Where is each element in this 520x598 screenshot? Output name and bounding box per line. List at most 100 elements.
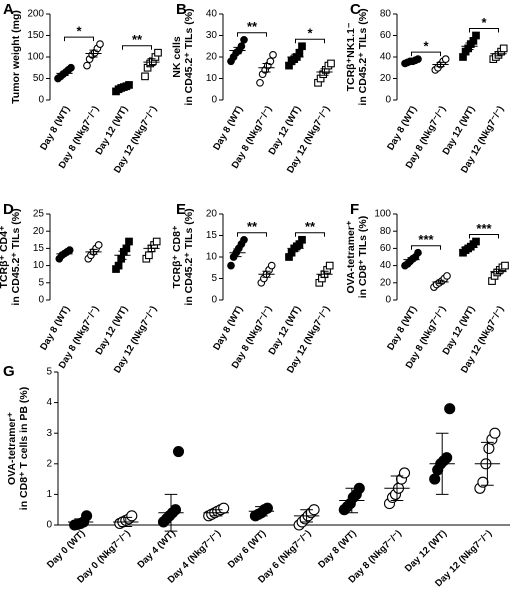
data-point (295, 48, 304, 57)
data-point (154, 48, 162, 57)
error-bar (494, 268, 503, 275)
significance-bracket (411, 245, 441, 250)
data-point (125, 81, 133, 89)
y-axis-label: TCRβ⁺NK1.1⁻ (345, 22, 357, 91)
y-axis-label: OVA-tetramer⁺ (345, 220, 357, 293)
error-bar (60, 252, 69, 256)
data-point (444, 403, 456, 415)
error-bar (291, 53, 300, 61)
y-tick-label: 0 (211, 95, 217, 106)
panel-letter: A (3, 1, 14, 18)
error-bar (147, 244, 156, 252)
significance-bracket (469, 234, 499, 239)
error-bar (118, 86, 127, 90)
error-bar (164, 493, 178, 532)
panel-letter: B (176, 1, 187, 18)
significance-label: * (76, 24, 82, 39)
data-point (325, 261, 334, 270)
data-point (125, 237, 133, 246)
y-tick-label: 40 (206, 9, 218, 20)
y-tick-label: 4 (46, 397, 52, 408)
error-bar (436, 279, 445, 285)
data-point (126, 510, 138, 522)
data-point (227, 261, 235, 270)
data-point (298, 235, 306, 244)
significance-label: *** (476, 221, 492, 236)
error-bar (300, 509, 313, 523)
data-point (256, 78, 264, 87)
panel-letter: E (176, 201, 186, 218)
y-tick-label: 200 (27, 9, 44, 20)
error-bar (436, 61, 445, 68)
significance-bracket (295, 38, 325, 44)
error-bar (465, 245, 474, 250)
data-point (240, 35, 248, 44)
data-point (141, 72, 149, 81)
error-bar (465, 42, 474, 50)
y-axis-label: in CD45.2⁺ TILs (%) (10, 208, 22, 305)
data-point (261, 502, 273, 514)
y-tick-label: 0 (385, 295, 391, 306)
y-tick-label: 10 (206, 252, 218, 263)
data-point (172, 446, 185, 458)
data-point (483, 442, 495, 455)
y-tick-label: 1 (46, 489, 52, 500)
significance-bracket (411, 51, 441, 57)
y-tick-label: 40 (380, 260, 392, 271)
data-point (267, 261, 276, 270)
y-tick-label: 0 (38, 295, 44, 306)
error-bar (118, 250, 127, 260)
y-tick-label: 80 (380, 9, 392, 20)
y-tick-label: 20 (33, 226, 45, 237)
data-point (114, 261, 123, 270)
x-tick-label: Day 12 (WT) (403, 528, 449, 574)
error-bar (255, 506, 268, 517)
y-axis-label: in CD8⁺ T cells in PB (%) (18, 387, 30, 510)
data-point (501, 261, 509, 270)
error-bar (209, 509, 223, 517)
data-point (145, 251, 153, 260)
x-tick-label: Day 6 (WT) (226, 528, 268, 570)
error-bar (233, 46, 242, 55)
error-bar (262, 62, 271, 73)
y-tick-label: 100 (27, 52, 44, 63)
y-tick-label: 100 (374, 209, 391, 220)
error-bar (147, 58, 156, 67)
data-point (240, 235, 248, 244)
y-axis-label: in CD8⁺ TILs (%) (357, 216, 369, 299)
data-point (83, 61, 91, 70)
data-point (414, 248, 422, 257)
data-point (441, 452, 453, 464)
y-tick-label: 40 (380, 52, 392, 63)
y-axis-label: in CD45.2⁺ TILs (%) (357, 8, 369, 105)
error-bar (407, 60, 416, 63)
y-axis-label: in CD45.2⁺ TILs (%) (183, 8, 195, 105)
significance-label: ** (132, 32, 143, 47)
y-tick-label: 20 (380, 277, 392, 288)
data-point (218, 502, 230, 514)
error-bar (320, 270, 329, 278)
y-tick-label: 150 (27, 30, 44, 41)
y-tick-label: 15 (206, 230, 218, 241)
y-tick-label: 60 (380, 243, 392, 254)
error-bar (494, 51, 503, 57)
data-point (152, 237, 161, 246)
y-axis-label: NK cells (171, 36, 183, 78)
y-axis-label: Tumor weight (mg) (10, 10, 22, 104)
significance-label: *** (418, 232, 434, 247)
error-bar (74, 518, 87, 526)
y-tick-label: 30 (206, 30, 218, 41)
y-tick-label: 60 (380, 30, 392, 41)
y-axis-label: TCRβ⁺ CD4⁺ (0, 225, 10, 288)
y-axis-label: OVA-tetramer⁺ (6, 412, 18, 485)
x-tick-label: Day 8 (WT) (316, 528, 358, 570)
data-point (472, 237, 480, 246)
data-point (499, 44, 508, 53)
y-tick-label: 50 (33, 73, 45, 84)
y-tick-label: 5 (46, 367, 52, 378)
error-bar (390, 475, 404, 502)
y-tick-label: 0 (38, 95, 44, 106)
data-point (81, 510, 93, 522)
significance-bracket (469, 28, 499, 33)
y-axis-label: TCRβ⁺ CD8⁺ (171, 225, 183, 288)
